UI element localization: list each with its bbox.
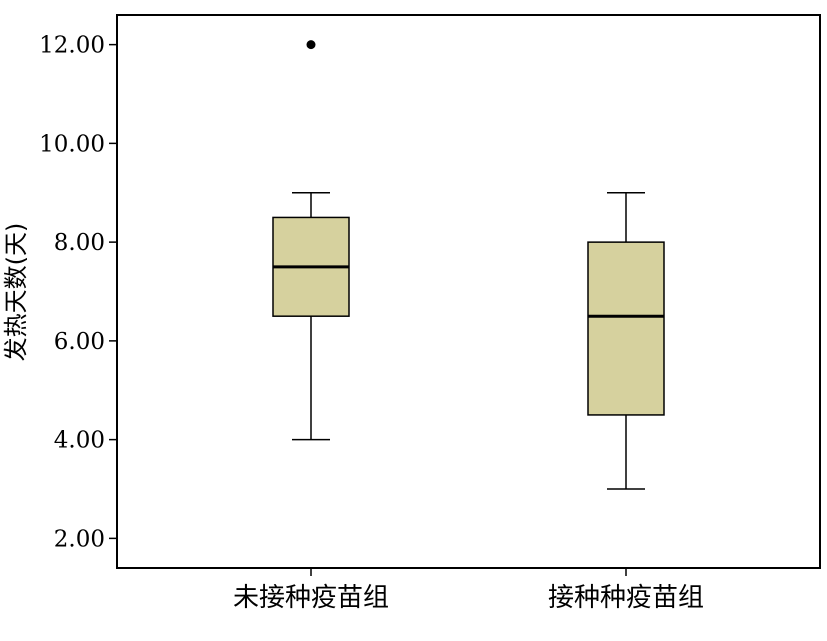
y-tick-label: 12.00	[39, 33, 105, 59]
y-axis-ticks: 2.00 4.00 6.00 8.00 10.00 12.00	[39, 33, 117, 552]
y-tick-label: 2.00	[54, 526, 105, 552]
x-category-label: 接种种疫苗组	[548, 583, 704, 613]
y-tick-label: 6.00	[54, 329, 105, 355]
x-category-label: 未接种疫苗组	[233, 583, 389, 613]
box-2	[587, 192, 665, 490]
y-axis-label: 发热天数(天)	[2, 223, 30, 362]
x-axis-ticks: 未接种疫苗组 接种种疫苗组	[233, 568, 704, 613]
y-tick-label: 4.00	[54, 428, 105, 454]
box-1	[272, 40, 350, 441]
y-tick-label: 8.00	[54, 230, 105, 256]
box-series	[272, 40, 665, 490]
iqr-box	[587, 241, 665, 416]
outlier-point	[306, 40, 316, 50]
plot-frame	[116, 14, 821, 569]
y-tick-label: 10.00	[39, 131, 105, 157]
